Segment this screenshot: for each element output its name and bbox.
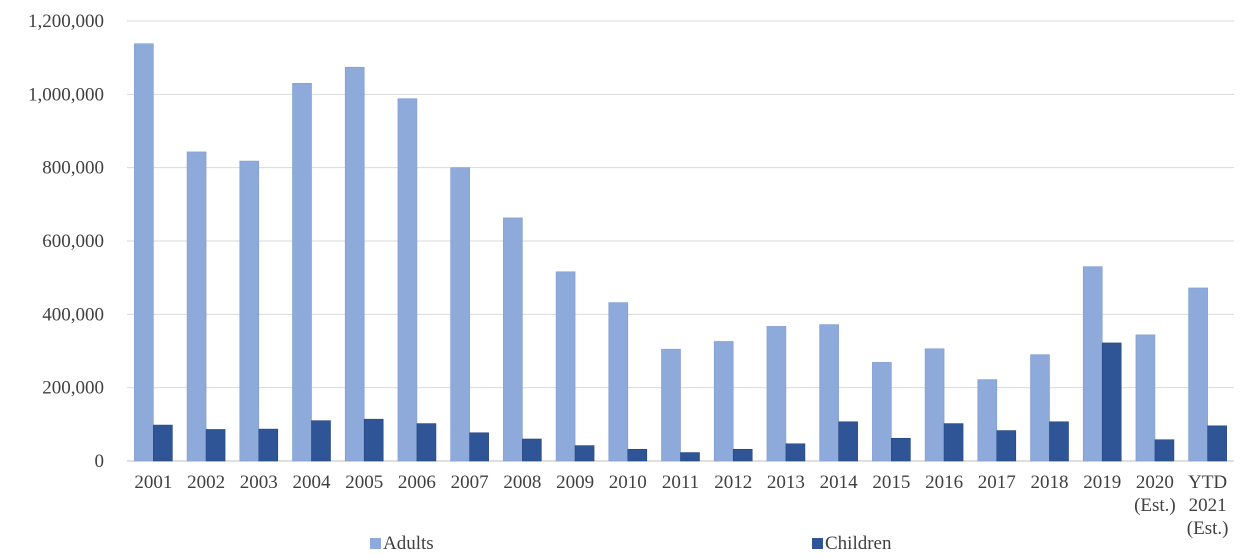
adults-bar: [239, 160, 260, 462]
adults-bar: [661, 348, 681, 462]
x-tick-label: 2018: [1031, 472, 1069, 493]
children-bar: [574, 445, 595, 462]
x-tick-label: 2002: [187, 472, 225, 493]
children-bar: [258, 428, 279, 462]
children-bar: [363, 418, 384, 462]
children-bar: [205, 429, 226, 462]
children-bar: [1207, 425, 1227, 462]
adults-bar: [977, 379, 998, 462]
adults-bar: [503, 217, 523, 462]
x-tick-label: (Est.): [1187, 518, 1229, 539]
adults-bar: [766, 326, 787, 462]
x-tick-label: 2005: [345, 472, 383, 493]
children-bar: [838, 421, 858, 462]
legend-swatch-adults: [370, 538, 381, 549]
adults-bar: [397, 98, 418, 462]
x-tick-label: 2017: [978, 472, 1016, 493]
x-tick-label: 2021: [1189, 495, 1227, 516]
adults-bar: [555, 271, 576, 462]
y-tick-label: 800,000: [42, 158, 104, 179]
x-tick-label: 2008: [503, 472, 541, 493]
x-tick-label: 2020: [1136, 472, 1174, 493]
y-tick-label: 1,200,000: [28, 11, 104, 32]
children-bar: [416, 423, 437, 462]
x-tick-label: 2012: [714, 472, 752, 493]
x-tick-label: 2013: [767, 472, 805, 493]
bars: [134, 43, 1227, 462]
children-bar: [1154, 439, 1175, 462]
adults-bar: [1135, 334, 1156, 462]
adults-bar: [1188, 287, 1208, 462]
x-tick-label: (Est.): [1134, 495, 1176, 516]
adults-bar: [713, 341, 734, 462]
y-axis-tick-labels: 0 200,000 400,000 600,000 800,000 1,000,000 1,…: [28, 11, 104, 472]
y-tick-label: 200,000: [42, 378, 104, 399]
y-tick-label: 1,000,000: [28, 84, 104, 105]
legend-label: Adults: [383, 533, 434, 554]
x-tick-label: 2009: [556, 472, 594, 493]
adults-bar: [186, 151, 207, 462]
children-bar: [522, 438, 542, 462]
x-tick-label: 2004: [293, 472, 332, 493]
children-bar: [627, 448, 648, 462]
adults-bar: [1030, 354, 1050, 462]
x-tick-label: 2003: [240, 472, 278, 493]
adults-bar: [450, 167, 470, 462]
children-bar: [996, 430, 1017, 462]
x-tick-label: 2010: [609, 472, 647, 493]
children-bar: [785, 443, 806, 462]
children-bar: [1049, 421, 1069, 462]
x-tick-label: 2001: [134, 472, 172, 493]
adults-bar: [134, 43, 154, 462]
legend-swatch-children: [812, 538, 823, 549]
x-axis-tick-labels: 2001 2002 2003 2004 2005 2006 2007 2008 2009 2010…: [134, 472, 1228, 539]
x-tick-label: 2011: [662, 472, 699, 493]
y-tick-label: 600,000: [42, 231, 104, 252]
legend: Adults Children: [370, 533, 892, 554]
adults-bar: [292, 83, 312, 462]
children-bar: [311, 420, 331, 462]
adults-bar: [608, 302, 629, 462]
x-tick-label: 2007: [451, 472, 489, 493]
children-bar: [469, 432, 489, 462]
children-bar: [153, 424, 173, 462]
x-tick-label: 2006: [398, 472, 436, 493]
x-tick-label: 2014: [820, 472, 859, 493]
adults-bar: [344, 66, 365, 462]
adults-bar: [1082, 266, 1103, 462]
children-bar: [732, 448, 753, 462]
adults-bar: [924, 348, 945, 462]
y-tick-label: 400,000: [42, 304, 104, 325]
y-tick-label: 0: [95, 451, 105, 472]
legend-label: Children: [825, 533, 892, 554]
x-tick-label: YTD: [1188, 472, 1227, 493]
x-tick-label: 2016: [925, 472, 963, 493]
children-bar: [943, 423, 964, 462]
children-bar: [680, 452, 700, 462]
adults-bar: [819, 324, 839, 462]
x-tick-label: 2015: [872, 472, 910, 493]
x-tick-label: 2019: [1083, 472, 1121, 493]
children-bar: [1101, 342, 1122, 462]
children-bar: [891, 437, 911, 462]
adults-bar: [872, 362, 892, 462]
